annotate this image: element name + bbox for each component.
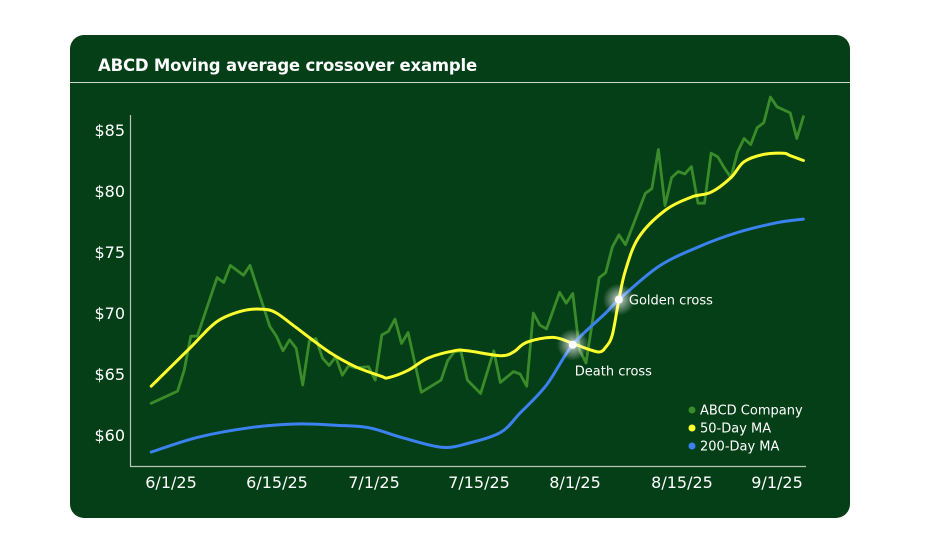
legend-label: 200-Day MA: [700, 440, 780, 455]
x-tick-label: 8/15/25: [651, 473, 713, 492]
legend-dot-fifty-day-ma: [688, 424, 696, 432]
death-cross-marker: [568, 340, 577, 349]
golden-cross-label: Golden cross: [629, 294, 713, 309]
y-tick-label: $70: [94, 304, 125, 323]
x-tick-label: 6/1/25: [145, 473, 197, 492]
x-tick-label: 9/1/25: [751, 473, 803, 492]
x-tick-label: 7/15/25: [448, 473, 510, 492]
two-hundred-day-ma-line: [149, 217, 805, 454]
chart-title: ABCD Moving average crossover example: [98, 56, 477, 75]
y-tick-label: $60: [94, 426, 125, 445]
y-tick-label: $85: [94, 121, 125, 140]
x-tick-label: 6/15/25: [246, 473, 308, 492]
x-tick-label: 8/1/25: [549, 473, 601, 492]
y-tick-label: $65: [94, 365, 125, 384]
legend-dot-two-hundred-day-ma: [688, 442, 696, 450]
death-cross-label: Death cross: [575, 365, 652, 380]
legend-label: ABCD Company: [700, 404, 803, 419]
title-divider: [70, 82, 850, 83]
x-tick-label: 7/1/25: [348, 473, 400, 492]
fifty-day-ma-line: [149, 151, 805, 388]
abcd-company-price-line: [149, 95, 805, 405]
y-tick-label: $75: [94, 243, 125, 262]
legend-dot-abcd-company-price: [688, 406, 696, 414]
golden-cross-marker: [614, 295, 623, 304]
y-tick-label: $80: [94, 182, 125, 201]
legend-label: 50-Day MA: [700, 422, 771, 437]
